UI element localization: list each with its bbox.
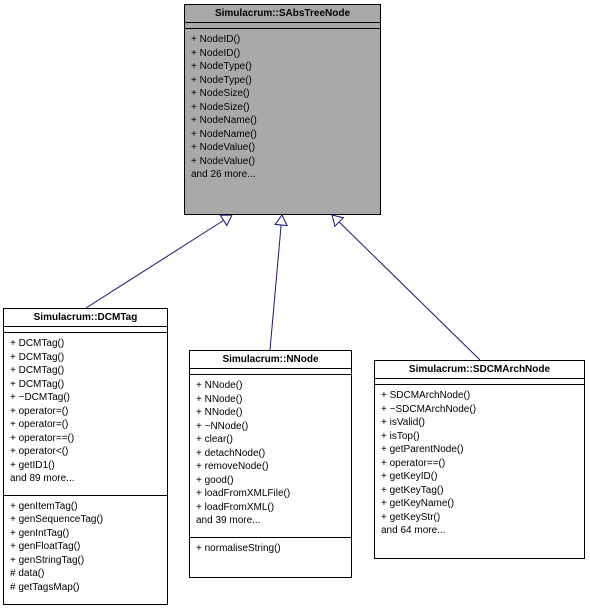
- member-line: + getKeyTag(): [381, 484, 578, 498]
- member-line: + getParentNode(): [381, 443, 578, 457]
- member-line: + NodeType(): [191, 60, 374, 74]
- member-line: + genSequenceTag(): [10, 513, 161, 527]
- member-line: and 89 more...: [10, 472, 161, 486]
- member-line: + operator==(): [381, 457, 578, 471]
- class-title: Simulacrum::SDCMArchNode: [375, 361, 584, 379]
- member-line: + NodeName(): [191, 114, 374, 128]
- member-line: + NodeID(): [191, 33, 374, 47]
- member-line: + NNode(): [196, 406, 345, 420]
- class-title: Simulacrum::DCMTag: [4, 309, 167, 327]
- class-sabstreenode: Simulacrum::SAbsTreeNode + NodeID()+ Nod…: [184, 4, 381, 215]
- member-line: + NNode(): [196, 393, 345, 407]
- member-line: + ~DCMTag(): [10, 391, 161, 405]
- member-line: + NodeName(): [191, 128, 374, 142]
- member-line: and 26 more...: [191, 168, 374, 182]
- member-line: + getID1(): [10, 459, 161, 473]
- member-line: + genFloatTag(): [10, 540, 161, 554]
- member-line: + detachNode(): [196, 447, 345, 461]
- member-line: + loadFromXML(): [196, 501, 345, 515]
- member-line: + NodeID(): [191, 47, 374, 61]
- member-line: and 64 more...: [381, 524, 578, 538]
- member-line: + ~NNode(): [196, 420, 345, 434]
- class-members: + DCMTag()+ DCMTag()+ DCMTag()+ DCMTag()…: [4, 333, 167, 490]
- member-line: + isTop(): [381, 430, 578, 444]
- member-line: + DCMTag(): [10, 351, 161, 365]
- member-line: + SDCMArchNode(): [381, 389, 578, 403]
- class-members: + SDCMArchNode()+ ~SDCMArchNode()+ isVal…: [375, 385, 584, 542]
- member-line: + good(): [196, 474, 345, 488]
- member-line: + getKeyName(): [381, 497, 578, 511]
- member-line: + operator=(): [10, 418, 161, 432]
- class-members: + NodeID()+ NodeID()+ NodeType()+ NodeTy…: [185, 29, 380, 186]
- member-line: + normaliseString(): [196, 542, 345, 556]
- class-nnode: Simulacrum::NNode + NNode()+ NNode()+ NN…: [189, 350, 352, 578]
- member-line: + ~SDCMArchNode(): [381, 403, 578, 417]
- member-line: + removeNode(): [196, 460, 345, 474]
- member-line: + operator==(): [10, 432, 161, 446]
- member-line: + NNode(): [196, 379, 345, 393]
- member-line: + NodeSize(): [191, 87, 374, 101]
- class-members: + normaliseString(): [190, 538, 351, 560]
- member-line: + genIntTag(): [10, 527, 161, 541]
- member-line: + genStringTag(): [10, 554, 161, 568]
- member-line: + isValid(): [381, 416, 578, 430]
- class-dcmtag: Simulacrum::DCMTag + DCMTag()+ DCMTag()+…: [3, 308, 168, 605]
- class-title: Simulacrum::SAbsTreeNode: [185, 5, 380, 23]
- member-line: + getKeyStr(): [381, 511, 578, 525]
- member-line: + NodeType(): [191, 74, 374, 88]
- member-line: + loadFromXMLFile(): [196, 487, 345, 501]
- class-members: + genItemTag()+ genSequenceTag()+ genInt…: [4, 496, 167, 599]
- member-line: + DCMTag(): [10, 337, 161, 351]
- member-line: + NodeValue(): [191, 155, 374, 169]
- class-sdcmarchnode: Simulacrum::SDCMArchNode + SDCMArchNode(…: [374, 360, 585, 559]
- member-line: + operator<(): [10, 445, 161, 459]
- member-line: # getTagsMap(): [10, 581, 161, 595]
- class-members: + NNode()+ NNode()+ NNode()+ ~NNode()+ c…: [190, 375, 351, 532]
- member-line: and 39 more...: [196, 514, 345, 528]
- member-line: + getKeyID(): [381, 470, 578, 484]
- member-line: + NodeValue(): [191, 141, 374, 155]
- member-line: + NodeSize(): [191, 101, 374, 115]
- member-line: + genItemTag(): [10, 500, 161, 514]
- member-line: + operator=(): [10, 405, 161, 419]
- member-line: + DCMTag(): [10, 378, 161, 392]
- class-title: Simulacrum::NNode: [190, 351, 351, 369]
- member-line: + DCMTag(): [10, 364, 161, 378]
- member-line: # data(): [10, 567, 161, 581]
- member-line: + clear(): [196, 433, 345, 447]
